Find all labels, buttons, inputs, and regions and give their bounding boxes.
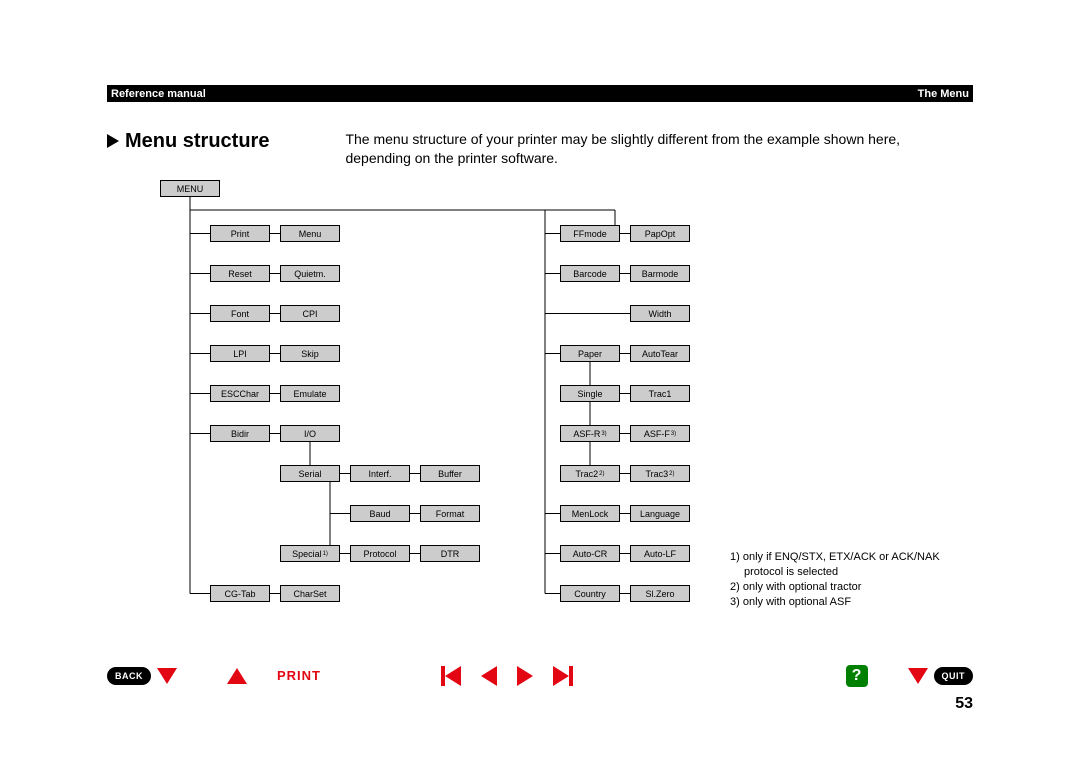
node-ffmode: FFmode xyxy=(560,225,620,242)
node-autolf: Auto-LF xyxy=(630,545,690,562)
node-barmode: Barmode xyxy=(630,265,690,282)
header-left: Reference manual xyxy=(111,88,206,100)
header-right: The Menu xyxy=(918,88,969,100)
node-emulate: Emulate xyxy=(280,385,340,402)
title-row: Menu structure The menu structure of you… xyxy=(107,130,973,168)
node-baud: Baud xyxy=(350,505,410,522)
node-papopt: PapOpt xyxy=(630,225,690,242)
node-width: Width xyxy=(630,305,690,322)
nav-first[interactable] xyxy=(441,665,461,687)
node-single: Single xyxy=(560,385,620,402)
help-button[interactable]: ? xyxy=(846,665,868,687)
node-autotear: AutoTear xyxy=(630,345,690,362)
footnote-2: 2) only with optional tractor xyxy=(730,580,940,595)
node-country: Country xyxy=(560,585,620,602)
node-dtr: DTR xyxy=(420,545,480,562)
node-trac2: Trac22) xyxy=(560,465,620,482)
node-cgtab: CG-Tab xyxy=(210,585,270,602)
node-slzero: Sl.Zero xyxy=(630,585,690,602)
footnotes: 1) only if ENQ/STX, ETX/ACK or ACK/NAK p… xyxy=(730,550,940,609)
node-special: Special1) xyxy=(280,545,340,562)
node-buffer: Buffer xyxy=(420,465,480,482)
node-reset: Reset xyxy=(210,265,270,282)
section-body: The menu structure of your printer may b… xyxy=(345,130,905,168)
node-asfr: ASF-R3) xyxy=(560,425,620,442)
node-skip: Skip xyxy=(280,345,340,362)
nav-down-1[interactable] xyxy=(157,665,177,687)
nav-prev[interactable] xyxy=(481,665,497,687)
nav-down-2[interactable] xyxy=(908,665,928,687)
node-lpi: LPI xyxy=(210,345,270,362)
header-bar: Reference manual The Menu xyxy=(107,85,973,102)
footnote-3: 3) only with optional ASF xyxy=(730,595,940,610)
node-trac3: Trac32) xyxy=(630,465,690,482)
node-menu: MENU xyxy=(160,180,220,197)
node-barcode: Barcode xyxy=(560,265,620,282)
navigation-bar: BACK PRINT ? QUIT xyxy=(107,663,973,688)
page-number: 53 xyxy=(955,695,973,713)
node-interf: Interf. xyxy=(350,465,410,482)
menu-structure-diagram: MENU Print Menu Reset Quietm. Font CPI LPI Skip E… xyxy=(150,180,720,610)
node-cpi: CPI xyxy=(280,305,340,322)
node-menlock: MenLock xyxy=(560,505,620,522)
footnote-1: 1) only if ENQ/STX, ETX/ACK or ACK/NAK p… xyxy=(730,550,940,580)
quit-button[interactable]: QUIT xyxy=(934,667,974,685)
node-bidir: Bidir xyxy=(210,425,270,442)
print-button[interactable]: PRINT xyxy=(277,665,321,687)
node-paper: Paper xyxy=(560,345,620,362)
node-print: Print xyxy=(210,225,270,242)
node-menu2: Menu xyxy=(280,225,340,242)
node-font: Font xyxy=(210,305,270,322)
node-autocr: Auto-CR xyxy=(560,545,620,562)
nav-up[interactable] xyxy=(227,665,247,687)
node-protocol: Protocol xyxy=(350,545,410,562)
node-quietm: Quietm. xyxy=(280,265,340,282)
node-io: I/O xyxy=(280,425,340,442)
node-trac1: Trac1 xyxy=(630,385,690,402)
node-asff: ASF-F3) xyxy=(630,425,690,442)
node-format: Format xyxy=(420,505,480,522)
arrow-bullet-icon xyxy=(107,134,119,148)
back-button[interactable]: BACK xyxy=(107,667,151,685)
node-charset: CharSet xyxy=(280,585,340,602)
nav-last[interactable] xyxy=(553,665,573,687)
node-language: Language xyxy=(630,505,690,522)
section-title: Menu structure xyxy=(125,130,269,152)
node-escchar: ESCChar xyxy=(210,385,270,402)
nav-next[interactable] xyxy=(517,665,533,687)
node-serial: Serial xyxy=(280,465,340,482)
